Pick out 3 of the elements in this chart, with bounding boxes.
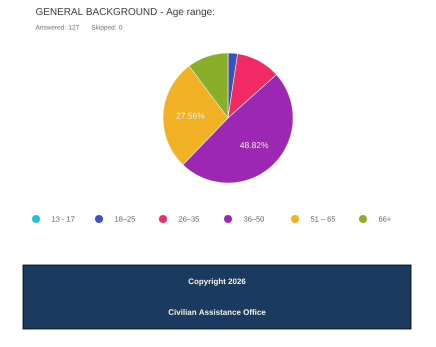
chart-title: GENERAL BACKGROUND - Age range:	[36, 8, 214, 18]
data-label: 48.82%	[240, 142, 268, 148]
data-label: 27.56%	[176, 112, 204, 119]
